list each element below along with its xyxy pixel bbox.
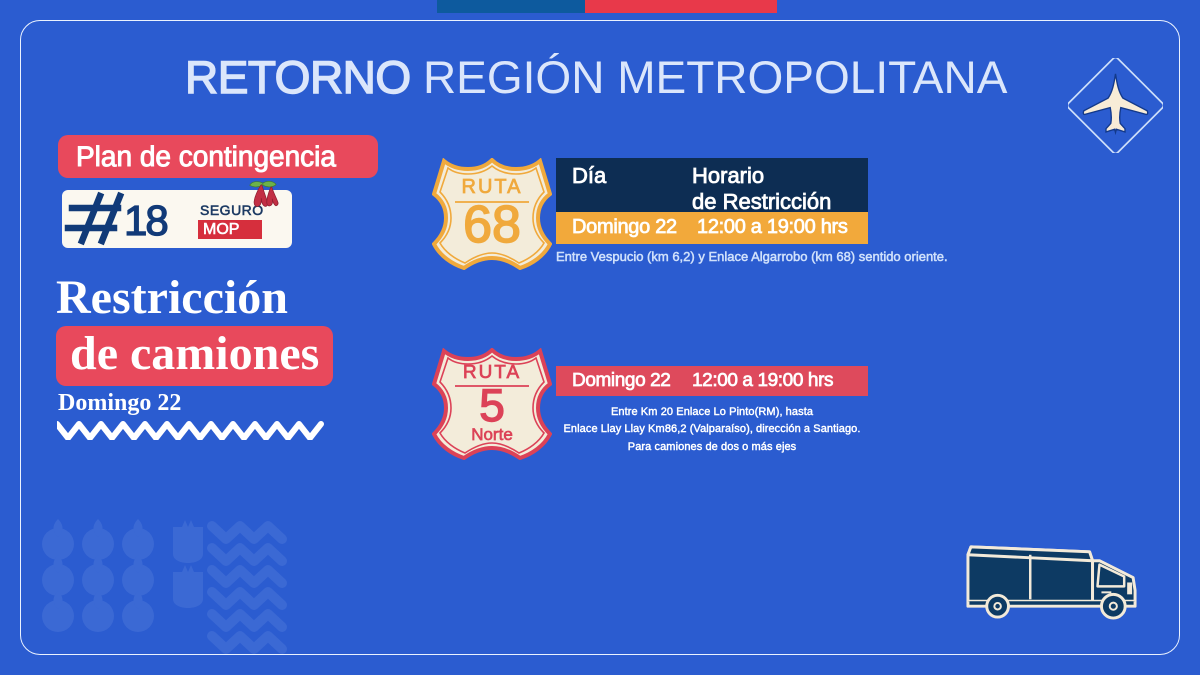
svg-text:RUTA: RUTA [462, 176, 523, 198]
svg-text:Norte: Norte [471, 425, 513, 444]
svg-text:18: 18 [124, 197, 168, 244]
svg-text:5: 5 [479, 379, 505, 431]
svg-text:68: 68 [463, 196, 521, 254]
svg-text:MOP: MOP [203, 221, 240, 238]
